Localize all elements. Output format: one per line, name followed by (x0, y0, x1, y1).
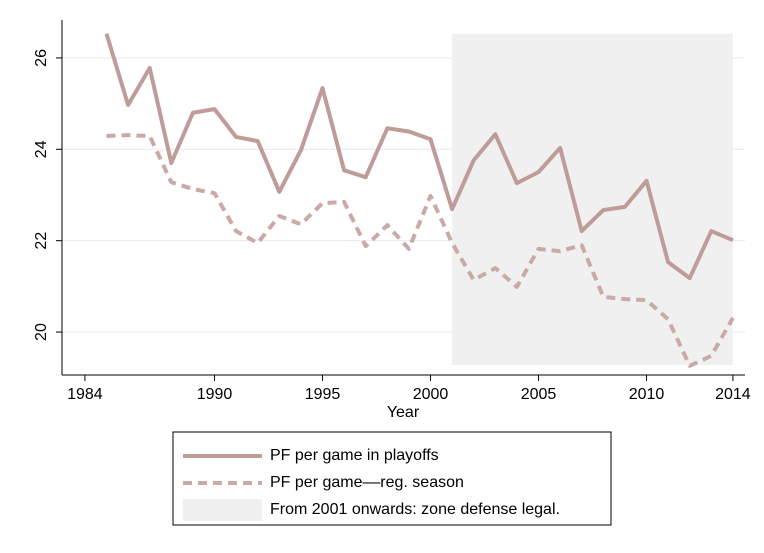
y-tick-label: 26 (33, 49, 50, 67)
legend-label: PF per game in playoffs (270, 447, 439, 464)
x-tick-label: 1995 (305, 386, 341, 403)
x-tick-label: 2005 (521, 386, 557, 403)
x-tick-label: 2010 (629, 386, 665, 403)
legend-key (183, 499, 262, 521)
legend-label: From 2001 onwards: zone defense legal. (270, 501, 560, 518)
x-tick-label: 1990 (197, 386, 233, 403)
x-tick-label: 2014 (715, 386, 751, 403)
shaded-region (452, 33, 733, 365)
y-tick-label: 20 (33, 323, 50, 341)
series-line (106, 133, 735, 368)
legend-label: PF per game––reg. season (270, 474, 464, 491)
y-tick-label: 24 (33, 140, 50, 158)
x-tick-label: 1984 (67, 386, 103, 403)
series-line (104, 33, 734, 281)
y-tick-label: 22 (33, 232, 50, 250)
x-tick-label: 2000 (413, 386, 449, 403)
x-axis-label: Year (387, 404, 420, 421)
plot-area: 20 22 24 26 1984 1990 1995 2000 2005 2010 2014 (33, 20, 751, 403)
